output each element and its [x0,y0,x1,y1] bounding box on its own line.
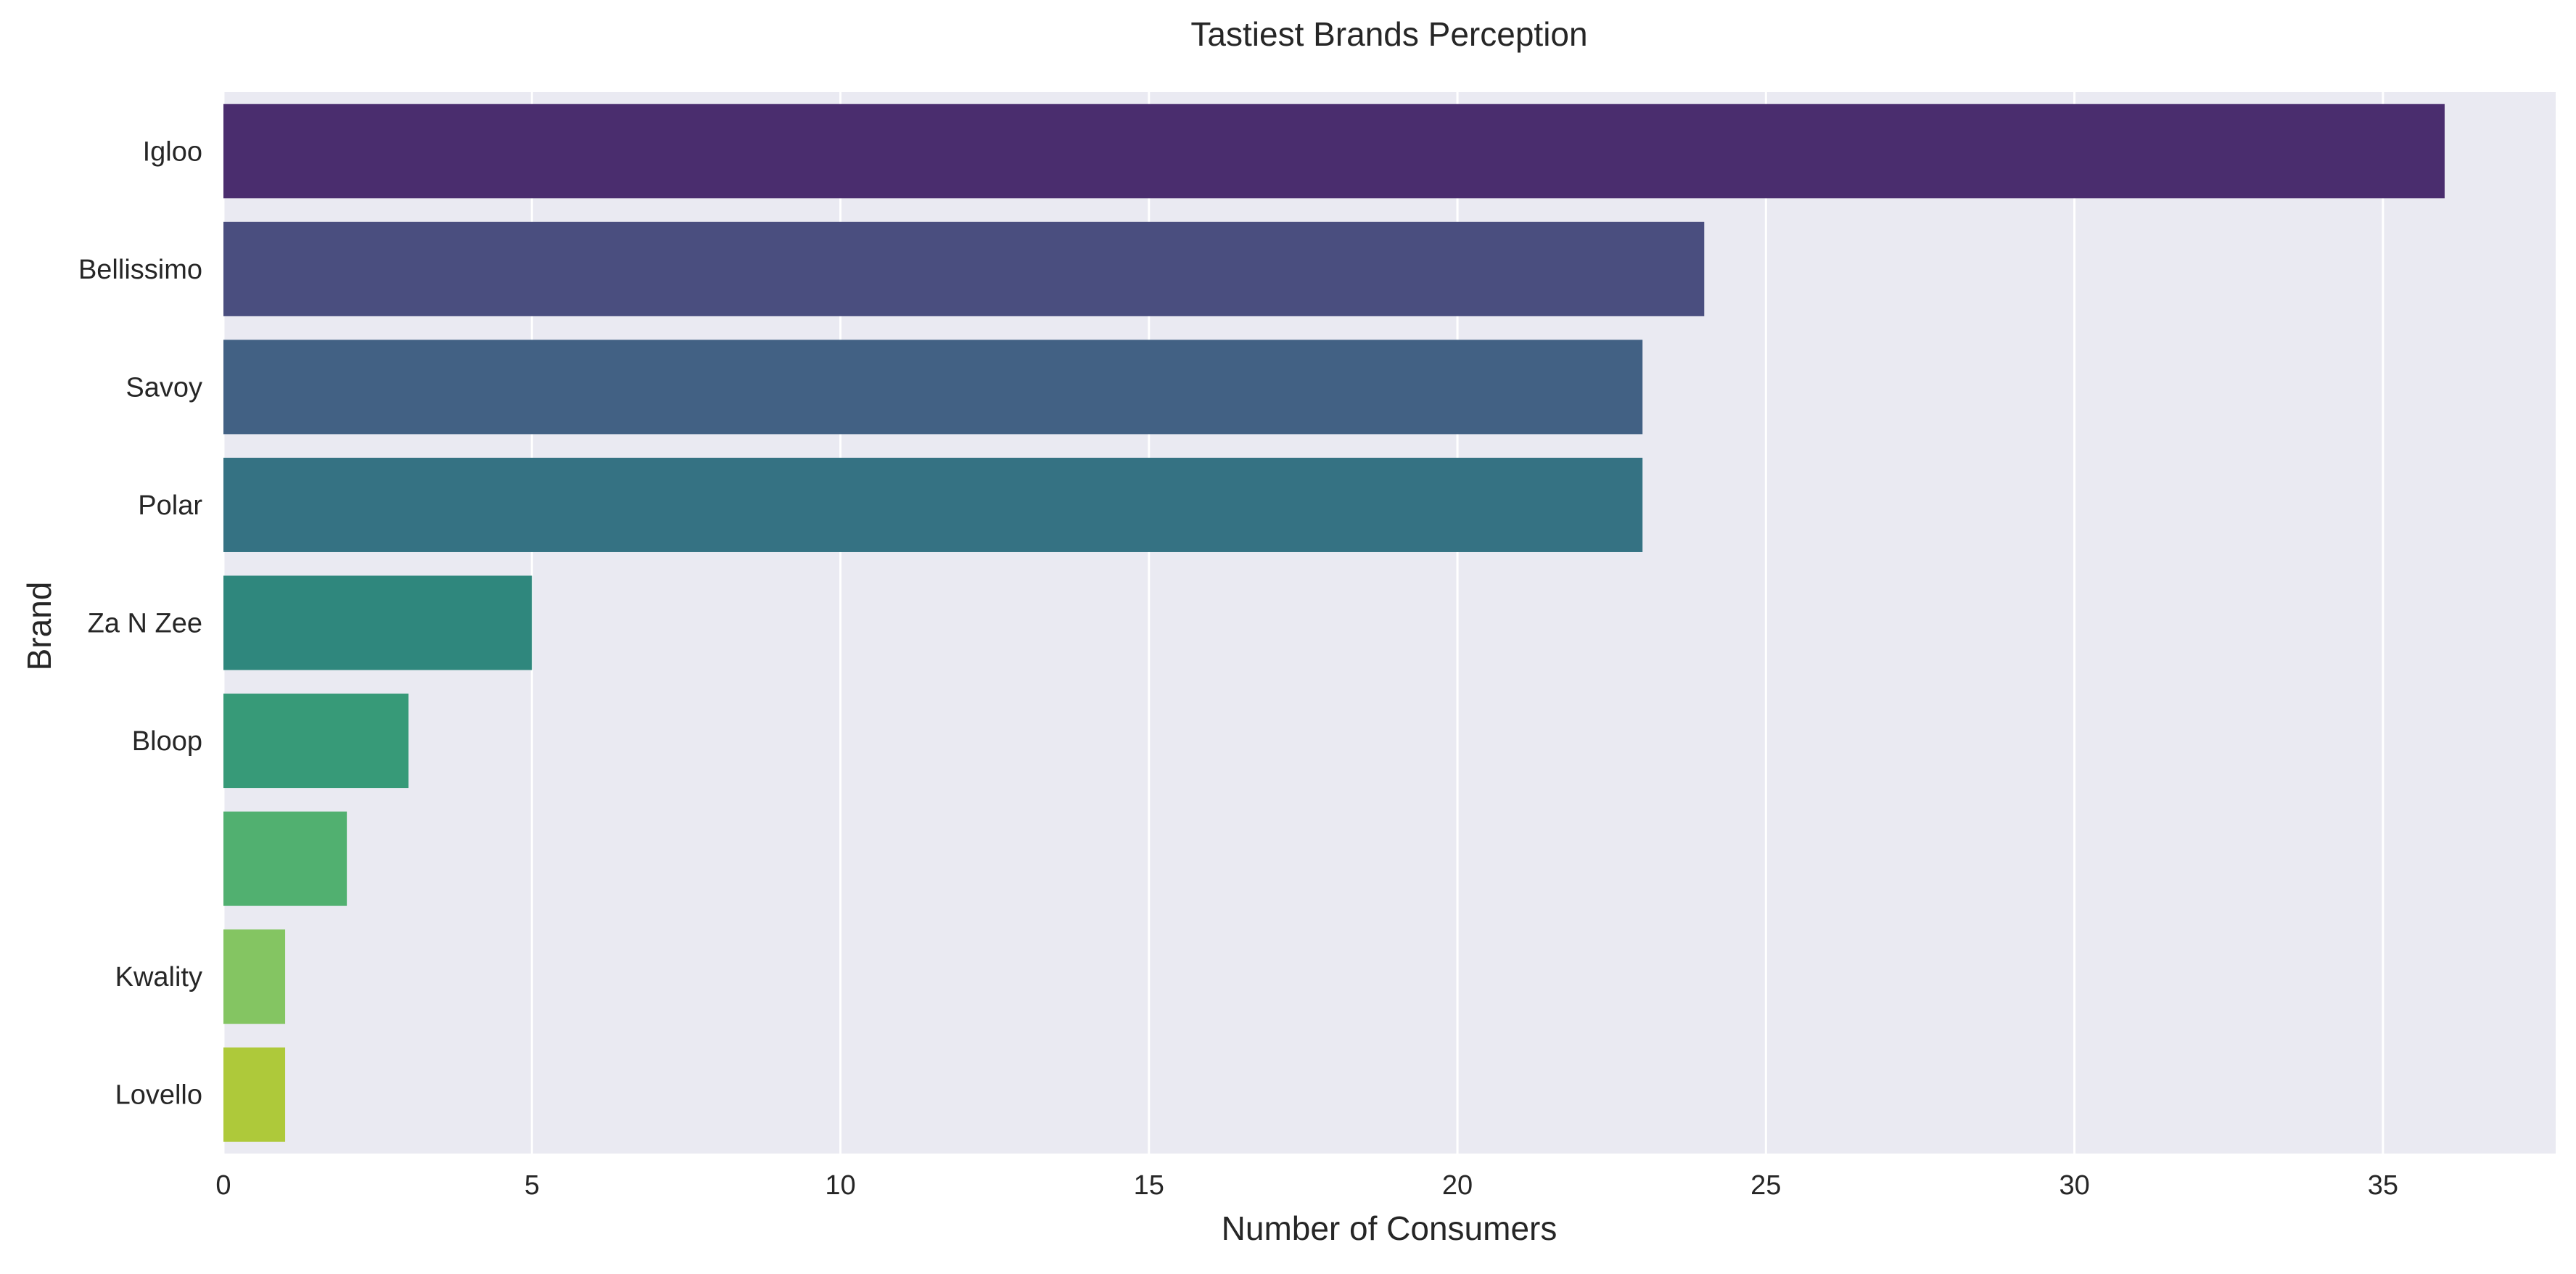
x-tick-label: 5 [524,1170,540,1201]
bar [223,694,409,789]
y-tick-label: Igloo [143,136,202,167]
bar [223,340,1643,435]
y-axis-label: Brand [20,582,58,671]
bar [223,811,347,906]
chart-title: Tastiest Brands Perception [1190,15,1587,53]
x-tick-label: 0 [215,1170,231,1201]
y-tick-label: Za N Zee [88,609,202,639]
y-tick-label: Kwality [115,962,202,993]
x-tick-label: 10 [825,1170,855,1201]
bar [223,575,532,670]
y-tick-label: Lovello [115,1080,202,1111]
x-tick-label: 20 [1442,1170,1473,1201]
bar [223,1047,286,1142]
x-tick-label: 25 [1750,1170,1781,1201]
y-tick-label: Savoy [125,372,202,403]
x-tick-labels: 0 5 10 15 20 25 30 35 [215,1170,2398,1201]
x-tick-label: 15 [1134,1170,1164,1201]
bar [223,104,2445,199]
y-tick-label: Bellissimo [78,255,202,285]
y-tick-label: Polar [138,490,202,521]
y-tick-labels: Igloo Bellissimo Savoy Polar Za N Zee Bloop Kw… [78,136,202,1110]
y-tick-label: Bloop [132,726,202,757]
bar [223,457,1643,552]
bar [223,221,1705,316]
x-axis-label: Number of Consumers [1222,1209,1557,1247]
x-tick-label: 30 [2059,1170,2089,1201]
x-tick-label: 35 [2368,1170,2398,1201]
bar [223,929,286,1024]
bars [223,104,2445,1142]
